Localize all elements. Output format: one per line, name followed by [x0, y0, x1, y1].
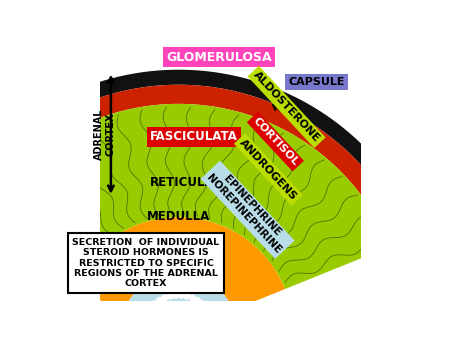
Text: RETICULARIS: RETICULARIS: [149, 176, 236, 189]
Circle shape: [157, 298, 162, 304]
Polygon shape: [72, 217, 285, 310]
Circle shape: [162, 295, 167, 301]
Polygon shape: [0, 85, 408, 247]
Circle shape: [203, 305, 209, 311]
Polygon shape: [0, 104, 390, 289]
Text: GLOMERULOSA: GLOMERULOSA: [166, 51, 272, 64]
Circle shape: [190, 295, 195, 301]
Polygon shape: [0, 70, 422, 239]
Text: ALDOSTERONE: ALDOSTERONE: [252, 70, 322, 144]
Circle shape: [207, 310, 213, 315]
Circle shape: [195, 298, 201, 304]
Text: CAPSULE: CAPSULE: [288, 77, 345, 87]
Text: ANDROGENS: ANDROGENS: [238, 137, 299, 202]
Text: ADRENAL
CORTEX: ADRENAL CORTEX: [94, 108, 116, 160]
Text: EPINEPHRINE
NOREPINEPHRINE: EPINEPHRINE NOREPINEPHRINE: [204, 164, 291, 255]
Text: MEDULLA: MEDULLA: [147, 210, 210, 223]
Text: FASCICULATA: FASCICULATA: [150, 130, 238, 143]
Circle shape: [199, 301, 205, 307]
Circle shape: [152, 301, 158, 307]
Text: SECRETION  OF INDIVIDUAL
STEROID HORMONES IS
RESTRICTED TO SPECIFIC
REGIONS OF T: SECRETION OF INDIVIDUAL STEROID HORMONES…: [72, 238, 220, 288]
Text: CORTISOL: CORTISOL: [251, 116, 300, 168]
Circle shape: [179, 292, 184, 298]
Circle shape: [184, 293, 190, 299]
Circle shape: [144, 310, 150, 315]
Circle shape: [173, 292, 179, 298]
Circle shape: [167, 293, 173, 299]
Circle shape: [148, 305, 153, 311]
Polygon shape: [124, 273, 233, 332]
